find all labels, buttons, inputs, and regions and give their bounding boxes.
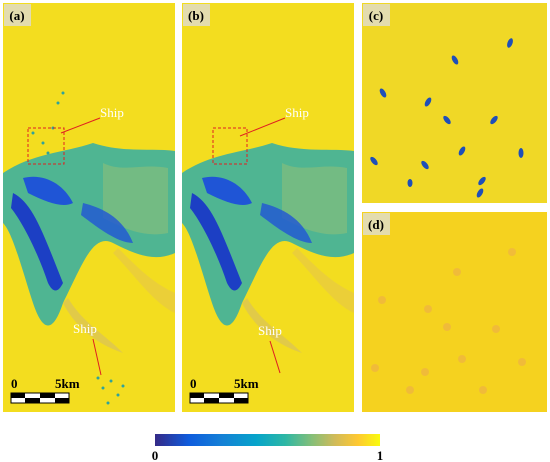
colorbar-tick-label: 1: [377, 448, 384, 462]
annotation: Ship: [73, 321, 97, 336]
scale-zero: 0: [11, 376, 18, 391]
annotation: Ship: [100, 105, 124, 120]
panel-label: (b): [188, 8, 204, 23]
panel-c: (c): [362, 3, 547, 203]
scale-length: 5km: [234, 376, 259, 391]
colorbar-tick-label: 0: [152, 448, 159, 462]
panel-label: (d): [368, 217, 384, 232]
panel-b: (b) Ship Ship 0 5km: [182, 3, 354, 412]
annotation: Ship: [285, 105, 309, 120]
panel-d: (d): [362, 212, 547, 412]
annotation: Ship: [258, 323, 282, 338]
scale-length: 5km: [55, 376, 80, 391]
panel-label: (a): [9, 8, 24, 23]
scale-zero: 0: [190, 376, 197, 391]
panel-label: (c): [369, 8, 383, 23]
panel-a: (a) Ship Ship 0 5km: [3, 3, 175, 412]
colorbar: [155, 434, 380, 446]
